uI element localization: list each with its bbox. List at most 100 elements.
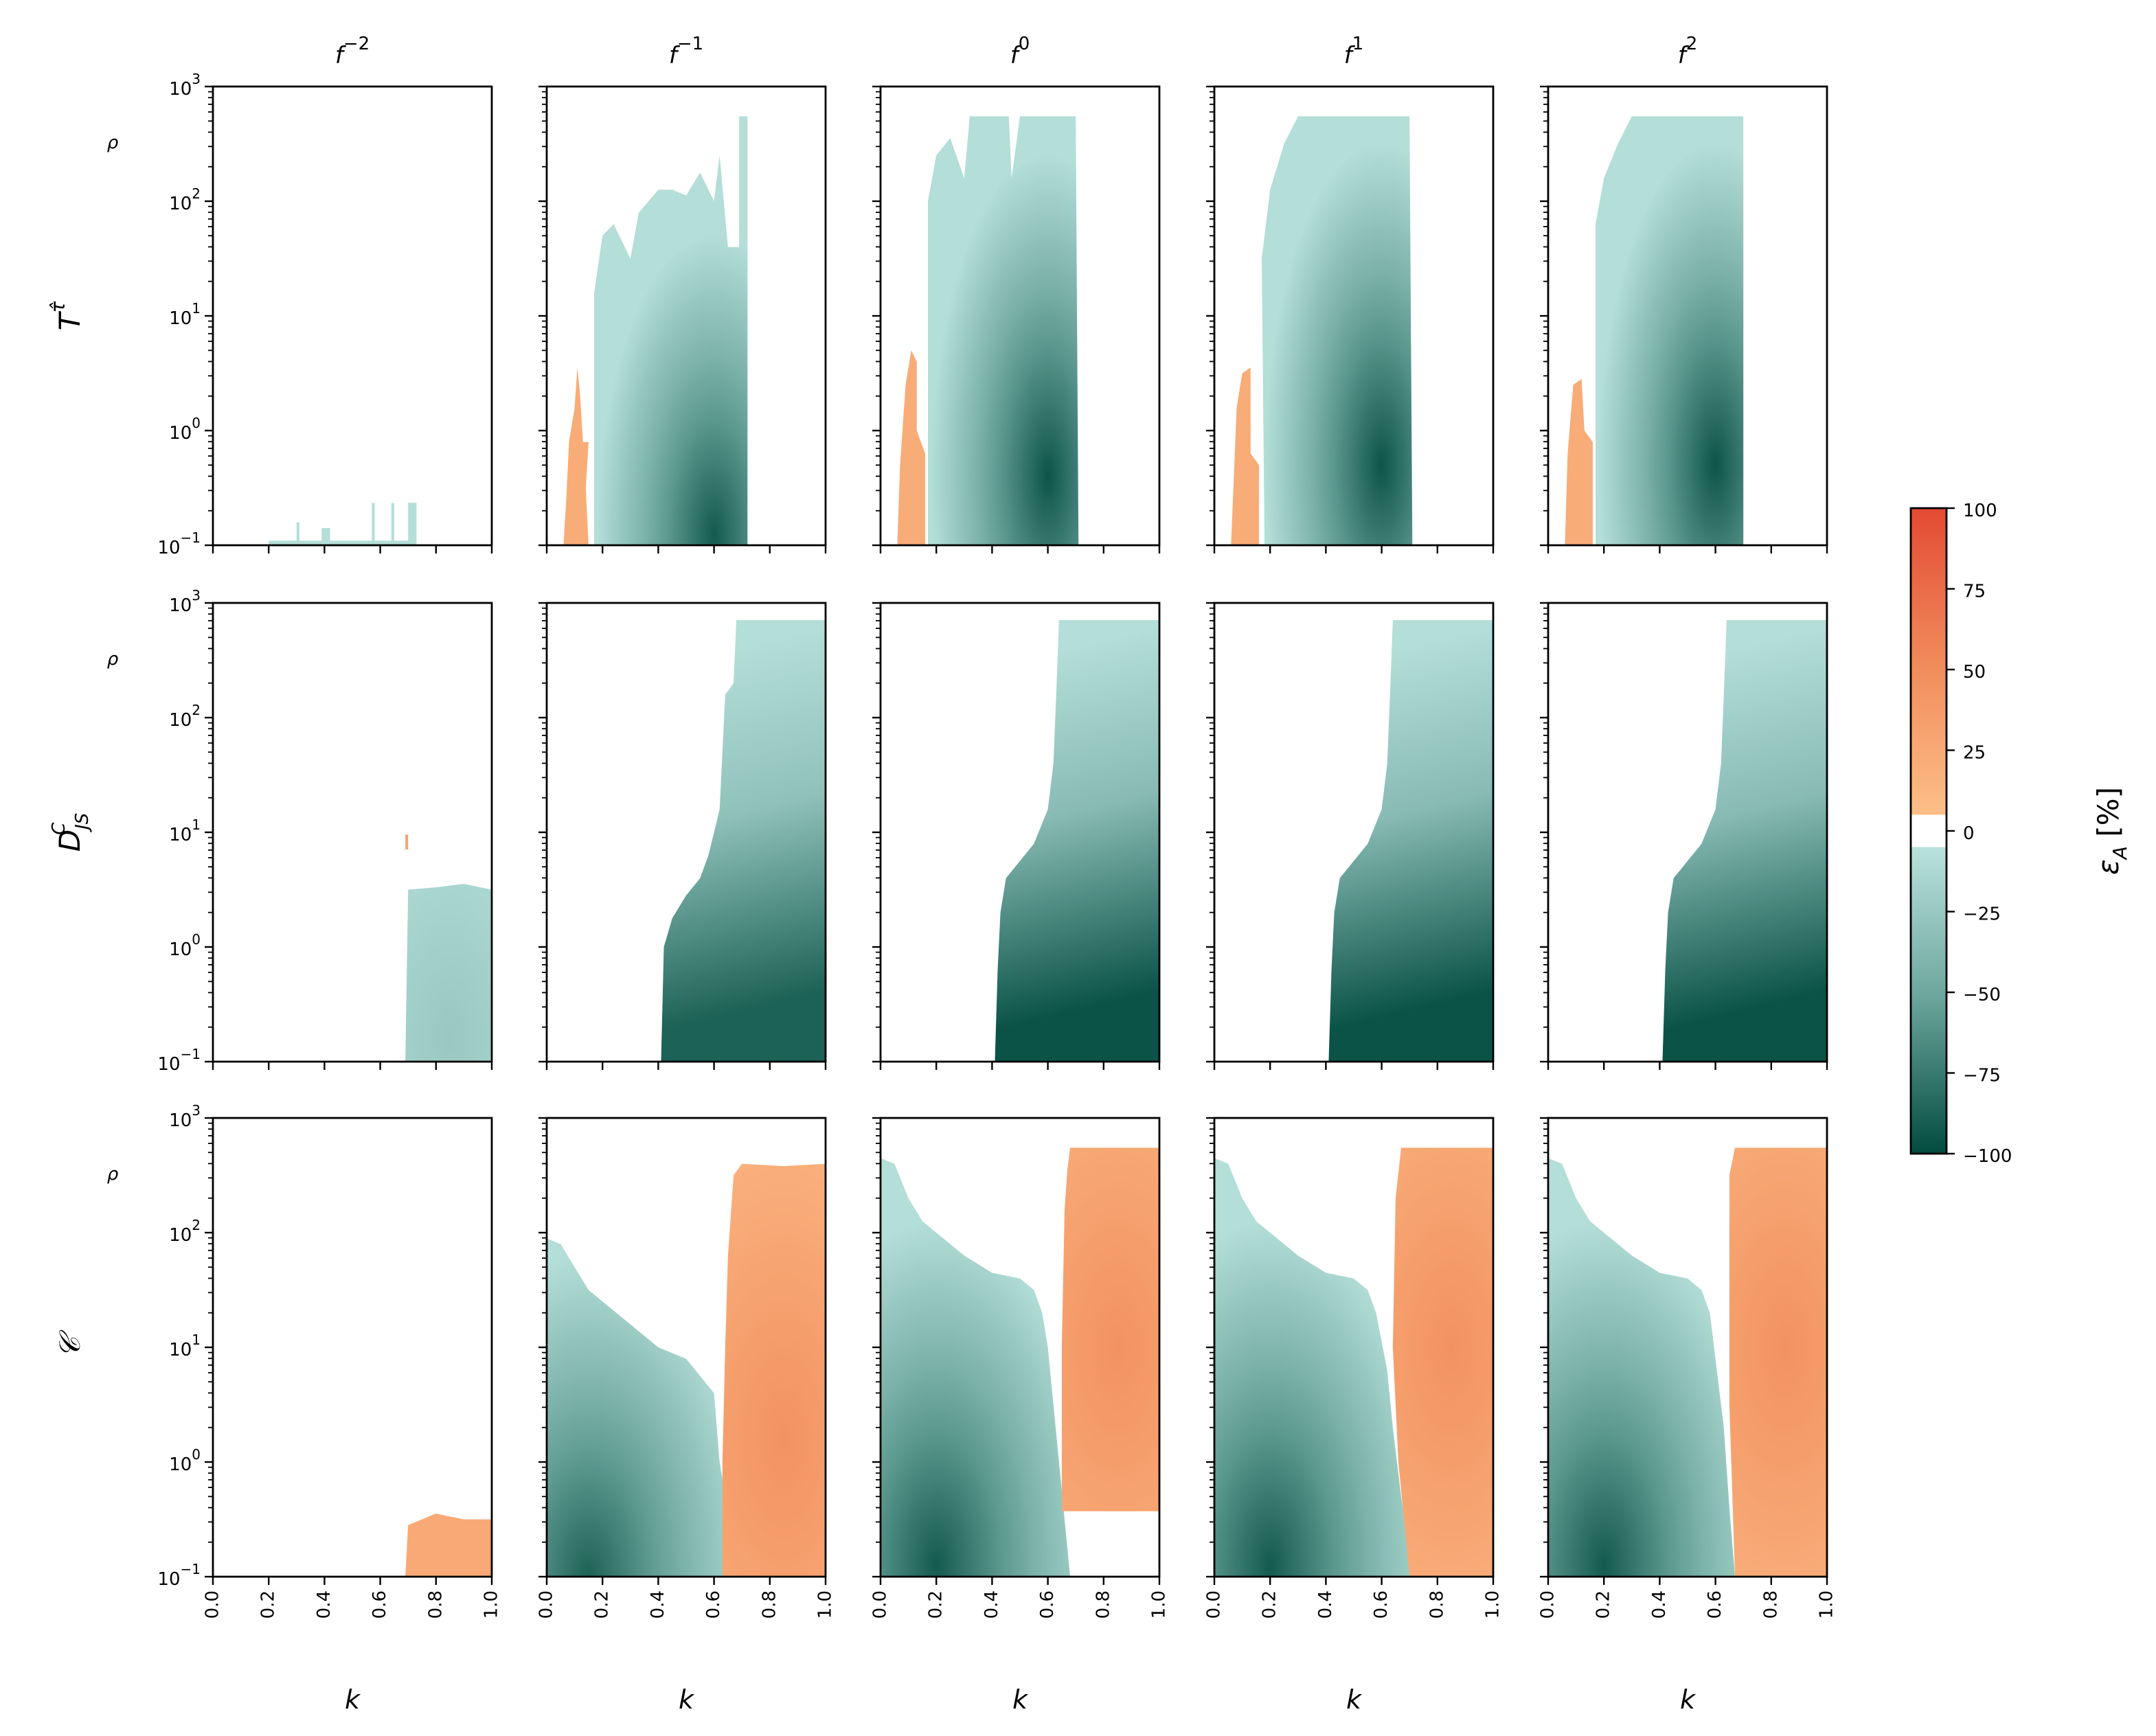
x-tick-label: 0.6 (1705, 1590, 1725, 1619)
y-tick-label: 10−1 (157, 1046, 201, 1075)
x-tick-label: 0.2 (1260, 1590, 1280, 1619)
y-tick-exp: 3 (192, 71, 201, 87)
y-tick-exp: 3 (192, 1102, 201, 1119)
column-title: f1 (1344, 34, 1364, 69)
heatmap-area (1548, 1147, 1827, 1577)
y-tick-label: 102 (169, 1217, 201, 1246)
x-tick-label: 1.0 (481, 1590, 502, 1619)
rho-label: ρ (107, 649, 119, 670)
y-tick-label: 100 (169, 1446, 201, 1475)
x-tick-label: 0.0 (1204, 1590, 1225, 1619)
x-tick-label: 1.0 (815, 1590, 836, 1619)
panel-r1-c4 (1540, 602, 1828, 1070)
x-tick-label: 0.4 (648, 1590, 668, 1619)
y-tick-base: 10 (169, 194, 192, 214)
colorbar-label-sub: A (2109, 846, 2131, 860)
y-tick-base: 10 (157, 538, 180, 558)
row-label-base: 𝒞 (53, 1329, 87, 1358)
heatmap-area (563, 116, 748, 545)
y-tick-base: 10 (169, 423, 192, 444)
y-tick-exp: 1 (192, 300, 201, 317)
y-tick-exp: −1 (181, 1561, 201, 1577)
x-tick-label: 0.8 (425, 1590, 446, 1619)
x-tick-label: 0.2 (926, 1590, 946, 1619)
y-tick-base: 10 (169, 939, 192, 960)
y-tick-exp: 2 (192, 1217, 201, 1233)
y-tick-label: 103 (169, 1102, 201, 1131)
y-tick-exp: 0 (192, 415, 201, 431)
x-tick-label: 1.0 (1483, 1590, 1503, 1619)
colorbar-tick-label: −25 (1963, 904, 2001, 925)
colorbar-label-unit: [%] (2091, 787, 2125, 846)
x-tick-label: 1.0 (1149, 1590, 1170, 1619)
y-tick-base: 10 (169, 1340, 192, 1360)
row-label: DJSC (49, 813, 93, 852)
panel-r2-c2: 0.0 0.2 0.4 0.6 0.8 1.0 k (870, 1117, 1170, 1715)
column-title-exp: 1 (1352, 34, 1364, 54)
axes-frame (212, 85, 493, 547)
y-tick-exp: 3 (192, 587, 201, 604)
colorbar-tick-label: 75 (1963, 582, 1986, 602)
error-region (405, 1514, 492, 1577)
y-tick-base: 10 (169, 308, 192, 329)
heatmap-area (1214, 1147, 1493, 1577)
x-tick-label: 0.4 (1649, 1590, 1670, 1619)
heatmap-area (1231, 116, 1413, 545)
rho-label: ρ (107, 133, 119, 153)
y-tick-label: 101 (169, 300, 201, 329)
panel-r2-c1: 0.0 0.2 0.4 0.6 0.8 1.0 k (536, 1117, 836, 1715)
error-region (1231, 367, 1259, 545)
panel-r1-c1 (538, 602, 827, 1070)
column-title: f−1 (669, 34, 703, 69)
heatmap-area (405, 834, 492, 1062)
row-label-base: D (53, 830, 87, 852)
heatmap-area (1662, 620, 1827, 1062)
y-tick-exp: 2 (192, 185, 201, 202)
error-region (1596, 116, 1744, 545)
heatmap-area (269, 503, 417, 545)
heatmap-area (1565, 116, 1744, 545)
rho-label: ρ (107, 1164, 119, 1185)
error-region (1214, 1158, 1416, 1577)
y-tick-base: 10 (169, 825, 192, 845)
x-tick-label: 0.6 (1037, 1590, 1058, 1619)
column-title: f−2 (335, 34, 370, 69)
error-region (1392, 1147, 1493, 1577)
error-region (1729, 1147, 1827, 1577)
y-tick-base: 10 (169, 595, 192, 616)
x-axis-label: k (1346, 1684, 1363, 1715)
error-region (594, 116, 748, 545)
x-tick-label: 0.0 (1538, 1590, 1558, 1619)
y-tick-label: 10−1 (157, 529, 201, 558)
y-tick-label: 103 (169, 71, 201, 100)
colorbar-label: εA [%] (2091, 787, 2131, 875)
colorbar-tick-label: 50 (1963, 662, 1986, 683)
column-title-exp: −2 (343, 34, 370, 54)
x-tick-label: 0.8 (1760, 1590, 1781, 1619)
x-axis-label: k (1012, 1684, 1029, 1715)
error-region (1548, 1158, 1736, 1577)
x-tick-label: 0.2 (592, 1590, 613, 1619)
x-tick-label: 0.2 (1593, 1590, 1614, 1619)
error-region (1061, 1147, 1159, 1511)
y-tick-exp: −1 (181, 1046, 201, 1062)
colorbar-tick-label: −75 (1963, 1066, 2001, 1086)
error-region (1565, 378, 1593, 545)
y-tick-base: 10 (169, 710, 192, 731)
error-region (563, 367, 589, 545)
y-tick-label: 102 (169, 702, 201, 731)
x-tick-label: 0.4 (981, 1590, 1002, 1619)
x-tick-label: 0.0 (870, 1590, 891, 1619)
row-label: Tτ̂ (47, 301, 87, 331)
error-region (405, 834, 409, 850)
column-title: f0 (1010, 34, 1030, 69)
y-tick-base: 10 (157, 1569, 180, 1590)
axes-frame (212, 1117, 493, 1578)
y-tick-label: 100 (169, 931, 201, 960)
panel-r0-c2: f0 (872, 34, 1161, 553)
y-tick-exp: −1 (181, 529, 201, 546)
heatmap-area (661, 620, 826, 1062)
